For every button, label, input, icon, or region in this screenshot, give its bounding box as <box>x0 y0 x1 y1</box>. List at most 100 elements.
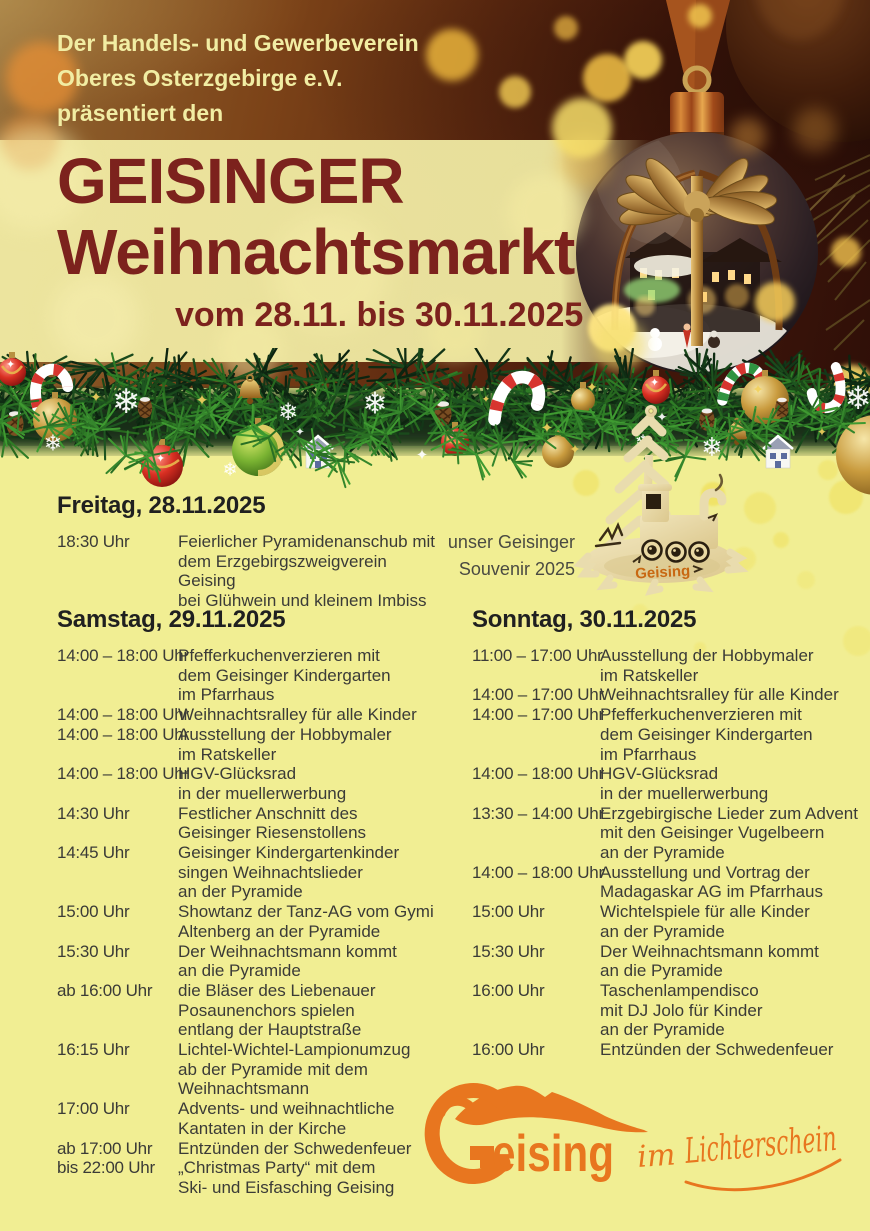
logo-wordmark: eising <box>492 1125 614 1183</box>
event-row: 15:30 Uhr Der Weihnachtsmann kommt an die … <box>57 942 437 981</box>
event-row: 15:00 Uhr Wichtelspiele für alle Kinder an… <box>472 902 866 941</box>
event-row: 13:30 – 14:00 Uhr Erzgebirgische Lieder z… <box>472 804 866 863</box>
souvenir-caption-line2: Souvenir 2025 <box>458 558 575 579</box>
pyramid-fan-blades <box>616 157 778 226</box>
event-date-range: vom 28.11. bis 30.11.2025 <box>175 296 584 334</box>
friday-section: Freitag, 28.11.2025 18:30 Uhr Feierlicher… <box>57 492 437 611</box>
miniature-figures <box>626 323 720 354</box>
event-row: 14:00 – 18:00 Uhr Ausstellung der Hobbyma… <box>57 725 437 764</box>
event-description: die Bläser des Liebenauer Posaunenchors s… <box>178 980 376 1040</box>
pinecone-icon <box>137 397 153 419</box>
event-description: Ausstellung der Hobbymaler im Ratskeller <box>178 724 392 764</box>
event-time: ab 16:00 Uhr <box>57 980 153 1000</box>
christmas-bauble-photo <box>576 0 870 374</box>
candy-cane-icon <box>30 363 74 421</box>
snowflake-icon: ❄ <box>222 460 237 481</box>
event-time: 11:00 – 17:00 Uhr <box>472 646 603 665</box>
event-time: 14:00 – 18:00 Uhr <box>57 646 189 665</box>
event-row: 14:00 – 17:00 Uhr Pfefferkuchenverzieren … <box>472 705 866 764</box>
friday-events: 18:30 Uhr Feierlicher Pyramidenanschub mi… <box>57 532 437 611</box>
event-time: 14:00 – 17:00 Uhr <box>472 685 604 705</box>
event-time: 16:00 Uhr <box>472 980 545 1000</box>
event-row: 16:00 Uhr Entzünden der Schwedenfeuer <box>472 1040 866 1060</box>
sparkle-icon: ✦ <box>569 442 580 458</box>
sparkle-icon: ✦ <box>586 380 598 396</box>
event-description: Erzgebirgische Lieder zum Advent mit den … <box>600 803 858 863</box>
poster-title: GEISINGER Weihnachtsmarkt <box>57 145 575 288</box>
svg-text:✦: ✦ <box>650 376 659 389</box>
event-description: Ausstellung und Vortrag der Madagaskar AG… <box>600 862 823 902</box>
background-ornament-ball <box>726 0 870 142</box>
sparkle-icon: ✦ <box>817 425 827 439</box>
event-time: bis 22:00 Uhr <box>57 1158 155 1178</box>
friday-heading: Freitag, 28.11.2025 <box>57 492 266 519</box>
event-description: Pfefferkuchenverzieren mit dem Geisinger … <box>600 705 813 764</box>
presenter-line: Oberes Osterzgebirge e.V. <box>57 65 343 91</box>
ornament-cap <box>670 92 724 140</box>
event-time: 14:00 – 18:00 Uhr <box>57 764 189 784</box>
sparkle-icon: ✦ <box>541 419 554 437</box>
event-time: ab 17:00 Uhr <box>57 1138 153 1158</box>
candy-cane-icon <box>488 370 546 426</box>
event-time: 13:30 – 14:00 Uhr <box>472 803 604 823</box>
souvenir-caption-line1: unser Geisinger <box>447 532 575 552</box>
event-description: Entzünden der Schwedenfeuer <box>178 1138 412 1158</box>
event-row: 14:00 – 18:00 Uhr HGV-Glücksrad in der mue… <box>472 764 866 803</box>
sunday-heading: Sonntag, 30.11.2025 <box>472 606 697 633</box>
event-time: 14:00 – 17:00 Uhr <box>472 705 604 725</box>
event-row: 14:45 Uhr Geisinger Kindergartenkinder sin… <box>57 843 437 902</box>
poster-title-line1: GEISINGER <box>57 145 405 217</box>
snowflake-icon: ❄ <box>701 433 723 463</box>
event-time: 14:45 Uhr <box>57 843 130 863</box>
souvenir-artwork: Geising <box>572 405 749 596</box>
poster-title-line2: Weihnachtsmarkt <box>57 216 575 288</box>
event-time: 14:00 – 18:00 Uhr <box>57 724 189 744</box>
event-row: 14:00 – 18:00 Uhr HGV-Glücksrad in der mue… <box>57 764 437 803</box>
sparkle-icon: ✦ <box>90 390 102 406</box>
souvenir-caption: unser Geisinger Souvenir 2025 <box>425 529 575 582</box>
event-row: 15:30 Uhr Der Weihnachtsmann kommt an die … <box>472 942 866 981</box>
event-description: Entzünden der Schwedenfeuer <box>600 1040 834 1060</box>
gold-ornament-ball <box>836 415 870 495</box>
event-time: 16:15 Uhr <box>57 1040 130 1060</box>
event-description: Weihnachtsralley für alle Kinder <box>600 685 839 705</box>
bauble-icon: ✦ <box>642 370 670 404</box>
saturday-events: 14:00 – 18:00 Uhr Pfefferkuchenverzieren … <box>57 646 437 1198</box>
snowflake-icon: ❄ <box>845 379 870 417</box>
event-time: 14:00 – 18:00 Uhr <box>57 705 189 725</box>
event-time: 17:00 Uhr <box>57 1099 130 1119</box>
event-description: HGV-Glücksrad in der muellerwerbung <box>600 764 769 803</box>
sparkle-icon: ✦ <box>482 395 491 406</box>
event-row: 16:00 Uhr Taschenlampendisco mit DJ Jolo f… <box>472 981 866 1040</box>
event-time: 15:30 Uhr <box>57 941 130 961</box>
event-time: 14:00 – 18:00 Uhr <box>472 862 604 882</box>
snowflake-icon: ❄ <box>44 432 62 457</box>
snowflake-icon: ❄ <box>362 387 387 422</box>
sparkle-icon: ✦ <box>416 446 429 464</box>
event-row: 14:30 Uhr Festlicher Anschnitt des Geising… <box>57 804 437 843</box>
souvenir-wheels <box>641 539 710 563</box>
snowflake-icon: ❄ <box>278 398 298 426</box>
pinecone-icon <box>775 397 789 418</box>
sparkle-icon: ✦ <box>752 382 763 398</box>
event-time: 15:30 Uhr <box>472 941 545 961</box>
event-row: 14:00 – 18:00 Uhr Pfefferkuchenverzieren … <box>57 646 437 705</box>
event-description: Weihnachtsralley für alle Kinder <box>178 705 417 725</box>
event-description: HGV-Glücksrad in der muellerwerbung <box>178 764 347 803</box>
presenter-line: präsentiert den <box>57 100 224 126</box>
sunday-events: 11:00 – 17:00 Uhr Ausstellung der Hobbyma… <box>472 646 866 1060</box>
event-row: 14:00 – 18:00 Uhr Ausstellung und Vortrag… <box>472 863 866 902</box>
event-description: Wichtelspiele für alle Kinder an der Pyra… <box>600 902 810 941</box>
event-description: Feierlicher Pyramidenanschub mit dem Erzg… <box>178 532 435 611</box>
event-row: 18:30 Uhr Feierlicher Pyramidenanschub mi… <box>57 532 437 611</box>
sunday-column: Sonntag, 30.11.2025 11:00 – 17:00 Uhr Aus… <box>472 606 866 1060</box>
geising-logo: eising im Lichterschein <box>424 1083 842 1192</box>
event-row: ab 17:00 Uhr Entzünden der Schwedenfeuer <box>57 1139 437 1159</box>
event-row: 17:00 Uhr Advents- und weihnachtliche Kant… <box>57 1099 437 1138</box>
event-description: Showtanz der Tanz-AG vom Gymi Altenberg a… <box>178 902 434 941</box>
snowflake-icon: ❄ <box>112 382 141 422</box>
event-row: ab 16:00 Uhr die Bläser des Liebenauer Pos… <box>57 981 437 1040</box>
svg-text:✦: ✦ <box>6 358 15 371</box>
event-time: 15:00 Uhr <box>57 902 130 922</box>
